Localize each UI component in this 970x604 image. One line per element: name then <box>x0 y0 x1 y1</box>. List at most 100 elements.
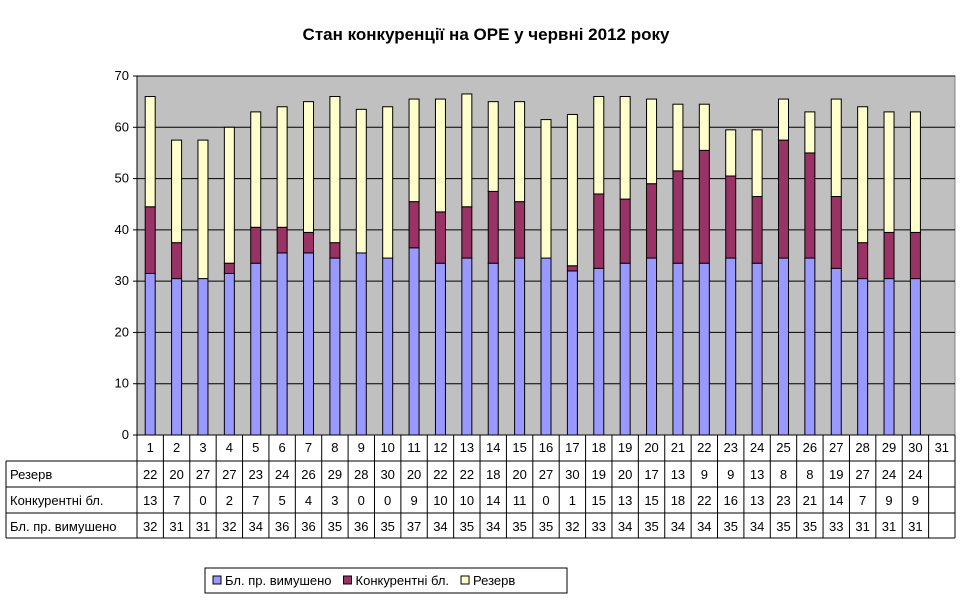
table-cell: 36 <box>275 519 289 534</box>
table-cell: 31 <box>196 519 210 534</box>
table-cell: 5 <box>279 493 286 508</box>
bar-segment-3 <box>461 93 473 208</box>
table-cell: 18 <box>671 493 685 508</box>
bar-segment-2 <box>672 170 684 264</box>
x-tick-label: 29 <box>882 440 896 455</box>
x-tick-label: 5 <box>252 440 259 455</box>
x-tick-label: 19 <box>618 440 632 455</box>
table-cell: 27 <box>855 467 869 482</box>
table-cell: 0 <box>199 493 206 508</box>
table-cell: 20 <box>512 467 526 482</box>
bar-segment-2 <box>883 231 895 280</box>
bar-segment-1 <box>223 272 235 436</box>
table-cell: 7 <box>859 493 866 508</box>
table-cell: 19 <box>829 467 843 482</box>
bar-segment-2 <box>408 201 420 249</box>
bar-segment-3 <box>408 98 420 203</box>
table-cell: 24 <box>882 467 896 482</box>
table-cell: 18 <box>486 467 500 482</box>
table-cell: 15 <box>644 493 658 508</box>
table-row-label: Бл. пр. вимушено <box>10 519 117 534</box>
table-cell: 21 <box>803 493 817 508</box>
bar-segment-2 <box>223 262 235 274</box>
table-cell: 1 <box>569 493 576 508</box>
bar-segment-3 <box>329 96 341 244</box>
legend-swatch-3 <box>460 575 470 585</box>
bar-segment-1 <box>540 257 552 436</box>
bar-segment-2 <box>329 242 341 259</box>
table-cell: 4 <box>305 493 312 508</box>
bar-segment-3 <box>698 103 710 151</box>
table-cell: 34 <box>697 519 711 534</box>
x-tick-label: 16 <box>539 440 553 455</box>
table-cell: 36 <box>301 519 315 534</box>
table-cell: 35 <box>328 519 342 534</box>
x-tick-label: 6 <box>279 440 286 455</box>
table-cell: 10 <box>433 493 447 508</box>
bar-segment-1 <box>725 257 737 436</box>
bar-segment-3 <box>223 126 235 264</box>
bar-segment-1 <box>434 262 446 436</box>
bar-segment-3 <box>593 96 605 195</box>
table-cell: 14 <box>486 493 500 508</box>
table-cell: 22 <box>460 467 474 482</box>
table-cell: 17 <box>644 467 658 482</box>
table-cell: 22 <box>143 467 157 482</box>
table-cell: 31 <box>855 519 869 534</box>
x-tick-label: 28 <box>855 440 869 455</box>
bar-segment-2 <box>250 226 262 264</box>
bar-segment-2 <box>514 201 526 259</box>
table-cell: 32 <box>222 519 236 534</box>
x-tick-label: 30 <box>908 440 922 455</box>
legend-label-3: Резерв <box>473 573 515 588</box>
bar-segment-3 <box>619 96 631 200</box>
bar-segment-3 <box>487 101 499 192</box>
table-cell: 37 <box>407 519 421 534</box>
table-cell: 23 <box>776 493 790 508</box>
chart-title: Стан конкуренції на ОРЕ у червні 2012 ро… <box>303 25 670 44</box>
y-tick-label: 50 <box>115 171 129 186</box>
bar-segment-3 <box>144 96 156 208</box>
table-cell: 27 <box>222 467 236 482</box>
x-tick-label: 3 <box>199 440 206 455</box>
bar-segment-3 <box>909 111 921 233</box>
bar-segment-1 <box>857 278 869 436</box>
table-cell: 8 <box>780 467 787 482</box>
table-cell: 14 <box>829 493 843 508</box>
bar-segment-3 <box>434 98 446 213</box>
bar-segment-3 <box>276 106 288 228</box>
bar-segment-1 <box>830 267 842 436</box>
x-tick-label: 13 <box>460 440 474 455</box>
table-cell: 34 <box>618 519 632 534</box>
table-cell: 0 <box>542 493 549 508</box>
legend-label-2: Конкурентні бл. <box>356 573 450 588</box>
x-tick-label: 10 <box>380 440 394 455</box>
bar-segment-1 <box>408 247 420 436</box>
bar-segment-1 <box>777 257 789 436</box>
bar-segment-3 <box>857 106 869 244</box>
x-tick-label: 15 <box>512 440 526 455</box>
bar-segment-1 <box>329 257 341 436</box>
bar-segment-3 <box>514 101 526 203</box>
y-tick-label: 60 <box>115 119 129 134</box>
table-cell: 8 <box>806 467 813 482</box>
table-cell: 30 <box>380 467 394 482</box>
table-cell: 32 <box>565 519 579 534</box>
table-cell: 22 <box>433 467 447 482</box>
bar-segment-1 <box>461 257 473 436</box>
x-tick-label: 4 <box>226 440 233 455</box>
bar-segment-2 <box>751 196 763 264</box>
legend-swatch-2 <box>343 575 353 585</box>
table-cell: 13 <box>671 467 685 482</box>
bar-segment-1 <box>171 278 183 436</box>
bar-segment-3 <box>566 113 578 267</box>
bar-segment-3 <box>355 108 367 254</box>
plot-area: 0 10 20 30 40 50 60 70 <box>115 68 956 442</box>
table-cell: 34 <box>671 519 685 534</box>
bar-segment-3 <box>382 106 394 259</box>
data-table: 1 2 3 4 5 6 7 8 9 10 11 12 13 14 15 16 17 18 19 20 21 22 23 24 2… <box>5 434 956 539</box>
table-cell: 26 <box>301 467 315 482</box>
table-cell: 36 <box>354 519 368 534</box>
bar-segment-1 <box>909 278 921 436</box>
y-tick-label: 10 <box>115 376 129 391</box>
